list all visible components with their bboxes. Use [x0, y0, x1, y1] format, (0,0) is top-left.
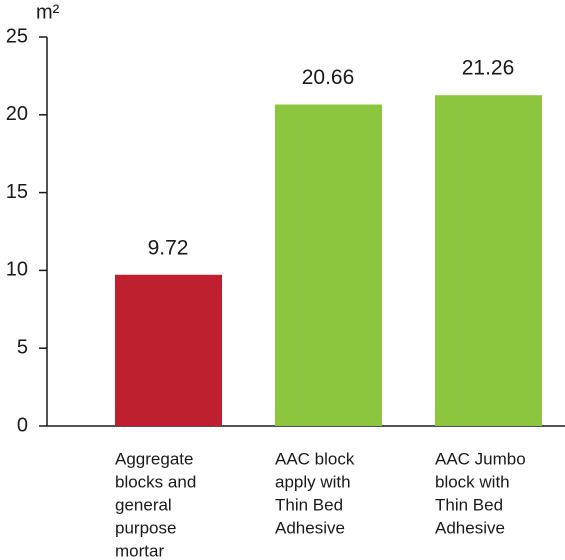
- value-label: 9.72: [148, 236, 189, 259]
- y-tick-label: 15: [6, 181, 28, 203]
- value-label: 21.26: [462, 57, 515, 80]
- x-tick-label: block with: [435, 472, 510, 491]
- y-tick-label: 20: [6, 103, 28, 125]
- bar: [275, 104, 382, 427]
- x-tick-label: Thin Bed: [435, 495, 503, 514]
- x-tick-label: Aggregate: [115, 449, 193, 468]
- x-tick-label: mortar: [115, 541, 164, 560]
- value-label: 20.66: [302, 66, 355, 89]
- bar: [115, 274, 222, 426]
- x-tick-label: purpose: [115, 518, 176, 537]
- x-tick-label: blocks and: [115, 472, 196, 491]
- x-tick-label: AAC Jumbo: [435, 449, 526, 468]
- y-unit: m²: [36, 1, 60, 23]
- x-tick-label: Adhesive: [275, 518, 345, 537]
- x-tick-label: general: [115, 495, 172, 514]
- bar: [435, 95, 542, 426]
- y-tick-label: 0: [17, 414, 28, 436]
- y-tick-label: 25: [6, 25, 28, 47]
- x-tick-label: AAC block: [275, 449, 355, 468]
- x-tick-label: Adhesive: [435, 518, 505, 537]
- y-tick-label: 5: [17, 336, 28, 358]
- y-tick-label: 10: [6, 259, 28, 281]
- x-tick-label: apply with: [275, 472, 351, 491]
- x-tick-label: Thin Bed: [275, 495, 343, 514]
